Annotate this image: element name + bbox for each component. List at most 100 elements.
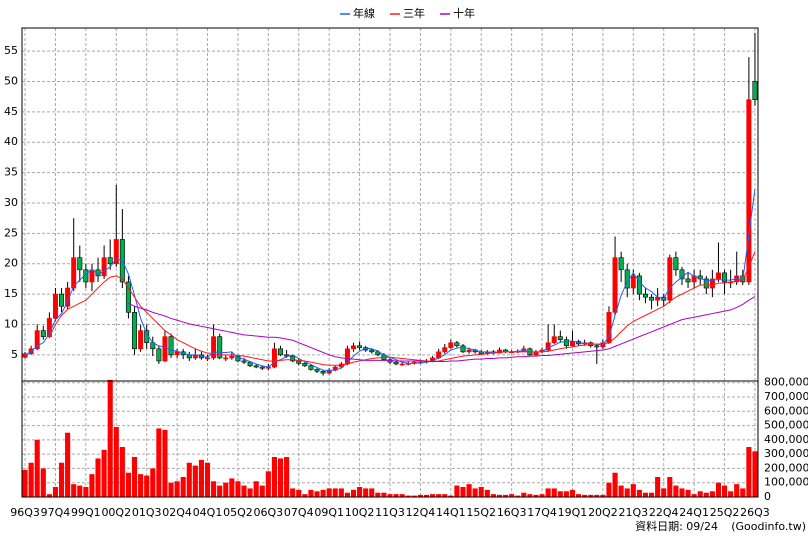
candle-body (284, 354, 290, 357)
candle-body (223, 357, 229, 360)
volume-bar (399, 494, 405, 497)
y2-tick-label: 100,000 (764, 476, 808, 489)
volume-bar (180, 477, 186, 497)
candle-body (132, 312, 138, 350)
candle-body (649, 296, 655, 301)
candle-body (52, 293, 58, 319)
candle-body (302, 363, 308, 367)
volume-bar (265, 471, 271, 497)
x-tick-label: 26Q3 (740, 506, 770, 519)
x-tick-label: 14Q1 (436, 506, 466, 519)
y2-tick-label: 400,000 (764, 433, 808, 446)
volume-bar (77, 485, 83, 497)
volume-bar (46, 494, 52, 497)
y2-tick-label: 800,000 (764, 376, 808, 389)
candle-body (551, 336, 557, 344)
candle-body (59, 293, 65, 307)
x-tick-label: 15Q2 (466, 506, 496, 519)
x-tick-label: 06Q3 (254, 506, 284, 519)
candle-body (259, 366, 265, 369)
x-tick-label: 17Q4 (527, 506, 557, 519)
volume-bar (168, 482, 174, 497)
volume-bar (89, 474, 95, 497)
volume-bar (594, 494, 600, 497)
candle-body (448, 342, 454, 348)
legend-label: 年線 (353, 6, 375, 20)
x-tick-label: 09Q1 (314, 506, 344, 519)
volume-bar (545, 488, 551, 497)
volume-bar (308, 489, 314, 497)
candle-body (217, 336, 223, 359)
candle-body (460, 345, 466, 353)
volume-bar (28, 462, 34, 497)
volume-bar (709, 491, 715, 497)
volume-bar (83, 487, 89, 497)
volume-bar (582, 494, 588, 497)
volume-bar (58, 462, 65, 497)
volume-bar (490, 494, 496, 497)
candle-body (679, 269, 685, 280)
volume-bar (752, 451, 758, 497)
volume-bar (430, 494, 436, 497)
volume-bar (484, 489, 490, 497)
candle-body (278, 348, 284, 356)
volume-bar (734, 484, 740, 497)
candle-body (557, 336, 563, 340)
volume-bar (150, 468, 156, 497)
legend-label: 十年 (453, 6, 475, 20)
legend: 年線 三年 十年 (340, 6, 475, 20)
x-tick-label: 96Q3 (10, 506, 40, 519)
candle-body (308, 365, 314, 370)
volume-bar (648, 492, 655, 497)
candle-body (673, 257, 679, 271)
x-tick-label: 25Q2 (710, 506, 740, 519)
volume-bar (344, 492, 350, 497)
volume-bar (357, 487, 363, 497)
plot-frame (21, 27, 759, 498)
candle-body (290, 355, 296, 362)
volume-bar (600, 494, 606, 497)
volume-bar (204, 462, 211, 497)
x-tick-label: 07Q4 (284, 506, 314, 519)
volume-bar (198, 459, 204, 497)
volume-bar (332, 488, 338, 497)
candle-body (205, 357, 211, 360)
candle-body (630, 275, 636, 289)
candle-body (569, 341, 575, 347)
candle-body (22, 353, 28, 358)
volume-bar (642, 492, 649, 497)
y2-tick-label: 600,000 (764, 404, 808, 417)
x-tick-label: 21Q3 (618, 506, 648, 519)
volume-bar (423, 494, 430, 497)
y-tick-label: 50 (4, 74, 18, 87)
volume-bar (296, 489, 302, 497)
x-tick-label: 11Q3 (375, 506, 405, 519)
volume-bar (472, 488, 478, 497)
volume-bar (211, 481, 217, 497)
y-tick-label: 20 (4, 257, 18, 270)
volume-bar (253, 481, 259, 497)
candle-body (642, 293, 648, 298)
volume-bar (667, 477, 673, 497)
candle-body (357, 345, 363, 348)
candle-body (375, 351, 381, 356)
candle-body (691, 275, 697, 283)
candle-body (563, 339, 569, 347)
volume-bar (673, 485, 679, 497)
volume-bar (284, 457, 290, 497)
volume-bar (326, 488, 332, 497)
volume-bar (728, 491, 734, 497)
volume-bar (34, 439, 40, 497)
candle-body (326, 369, 332, 374)
volume-bar (277, 458, 284, 497)
volume-bar (52, 487, 59, 497)
volume-bar (314, 491, 320, 497)
volume-bar (612, 472, 618, 497)
candle-body (162, 336, 168, 362)
volume-bar (533, 494, 539, 497)
y2-tick-label: 300,000 (764, 447, 808, 460)
candle-body (715, 272, 721, 280)
candle-body (113, 239, 119, 265)
volume-bar (125, 472, 132, 497)
candle-body (138, 330, 144, 350)
